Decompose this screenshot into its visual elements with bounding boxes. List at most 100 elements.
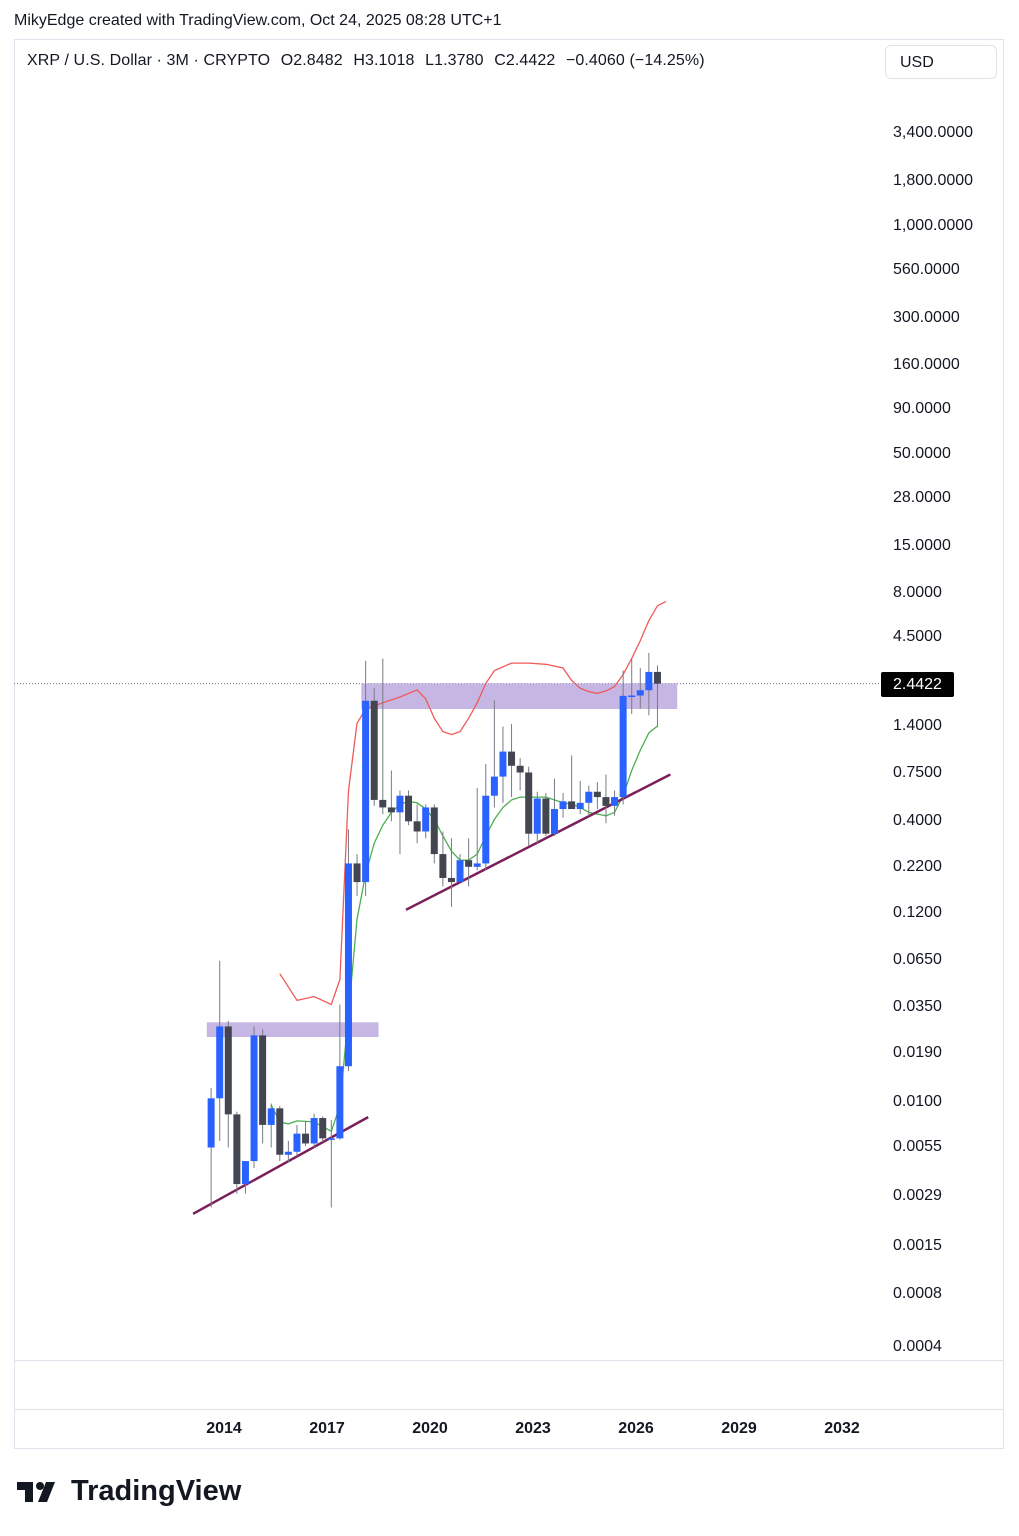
y-tick-label: 0.7500 <box>893 764 942 782</box>
y-tick-label: 8.0000 <box>893 584 942 602</box>
candle-body-52 <box>645 671 653 691</box>
candle-body-7 <box>259 1035 267 1125</box>
y-tick-label: 4.5000 <box>893 628 942 646</box>
candle-body-47 <box>602 797 610 806</box>
last-price-label: 2.4422 <box>881 672 954 697</box>
y-tick-label: 0.0055 <box>893 1138 942 1156</box>
candle-body-16 <box>336 1066 344 1139</box>
candle-body-28 <box>439 854 447 878</box>
candle-body-45 <box>585 791 593 803</box>
y-tick-label: 0.0004 <box>893 1337 942 1355</box>
y-tick-label: 560.0000 <box>893 261 960 279</box>
candle-body-6 <box>250 1035 258 1162</box>
currency-selector[interactable]: USD <box>885 45 997 79</box>
candle-body-38 <box>525 772 533 834</box>
support-trendline-2 <box>405 773 671 911</box>
candle-body-4 <box>233 1114 241 1185</box>
brand-name: TradingView <box>71 1475 242 1507</box>
y-tick-label: 3,400.0000 <box>893 123 974 141</box>
x-tick-label: 2026 <box>618 1420 654 1437</box>
y-tick-label: 0.0190 <box>893 1044 942 1062</box>
ohlc-open: O2.8482 <box>280 52 343 69</box>
candle-body-36 <box>508 751 516 766</box>
candle-body-1 <box>207 1098 215 1148</box>
candle-body-31 <box>465 860 473 867</box>
y-tick-label: 1,000.0000 <box>893 217 974 234</box>
y-tick-label: 160.0000 <box>893 356 960 374</box>
upper-band-line <box>279 600 667 1006</box>
x-tick-label: 2032 <box>824 1420 860 1437</box>
candle-body-3 <box>224 1026 232 1115</box>
candle-body-39 <box>533 798 541 834</box>
chart-frame <box>14 39 1004 1449</box>
candle-body-18 <box>353 863 361 883</box>
y-tick-label: 0.0650 <box>893 950 942 968</box>
x-tick-label: 2020 <box>412 1420 448 1437</box>
candle-body-21 <box>379 799 387 808</box>
x-tick-label: 2029 <box>721 1420 757 1437</box>
y-tick-label: 0.0100 <box>893 1093 942 1110</box>
candle-body-22 <box>387 807 395 813</box>
candle-body-29 <box>447 877 455 883</box>
candle-body-34 <box>490 776 498 796</box>
candle-body-46 <box>593 791 601 798</box>
symbol-legend: XRP / U.S. Dollar · 3M · CRYPTO O2.8482 … <box>27 52 711 70</box>
ohlc-change: −0.4060 (−14.25%) <box>565 52 705 69</box>
ohlc-close: C2.4422 <box>494 52 556 69</box>
y-tick-label: 90.0000 <box>893 400 951 418</box>
y-tick-label: 1.4000 <box>893 717 942 734</box>
y-tick-label: 0.1200 <box>893 903 942 921</box>
candle-body-32 <box>473 863 481 867</box>
candle-body-51 <box>636 690 644 696</box>
candle-body-8 <box>267 1108 275 1125</box>
candle-body-19 <box>362 700 370 883</box>
tradingview-brand[interactable]: TradingView <box>17 1475 241 1508</box>
candle-body-27 <box>430 807 438 855</box>
symbol-name[interactable]: XRP / U.S. Dollar · 3M · CRYPTO <box>27 52 271 69</box>
x-tick-label: 2023 <box>515 1420 551 1437</box>
candle-body-25 <box>413 821 421 832</box>
candle-body-43 <box>568 801 576 810</box>
candle-body-42 <box>559 801 567 810</box>
candle-body-17 <box>344 863 352 1067</box>
candle-body-9 <box>276 1108 284 1155</box>
candle-body-40 <box>542 798 550 834</box>
y-tick-label: 1,800.0000 <box>893 172 974 190</box>
ohlc-high: H3.1018 <box>353 52 415 69</box>
candle-body-49 <box>619 695 627 798</box>
x-tick-label: 2017 <box>309 1420 345 1437</box>
candle-body-48 <box>611 797 619 806</box>
candle-body-5 <box>241 1161 249 1185</box>
candle-body-41 <box>550 809 558 834</box>
candle-body-23 <box>396 795 404 813</box>
candle-body-2 <box>216 1026 224 1099</box>
candle-body-24 <box>405 795 413 822</box>
y-tick-label: 0.0015 <box>893 1237 942 1255</box>
y-tick-label: 0.2200 <box>893 857 942 875</box>
candle-body-12 <box>302 1133 310 1144</box>
lower-band-line <box>270 725 658 1133</box>
x-axis-divider <box>14 1360 1004 1361</box>
candle-body-53 <box>653 671 661 684</box>
candle-body-35 <box>499 751 507 777</box>
x-tick-label: 2014 <box>206 1420 242 1437</box>
resistance-zone-1 <box>206 1022 379 1037</box>
y-tick-label: 0.4000 <box>893 812 942 830</box>
candle-body-44 <box>576 802 584 810</box>
candle-body-30 <box>456 860 464 883</box>
candle-body-11 <box>293 1133 301 1152</box>
candle-body-26 <box>422 807 430 832</box>
ohlc-low: L1.3780 <box>425 52 484 69</box>
chart-credit: MikyEdge created with TradingView.com, O… <box>14 12 502 29</box>
tradingview-logo-icon <box>17 1481 55 1502</box>
candle-body-15 <box>327 1138 335 1140</box>
candle-body-13 <box>310 1118 318 1144</box>
x-axis-bottom-border <box>14 1409 1004 1410</box>
y-tick-label: 0.0008 <box>893 1285 942 1303</box>
candle-body-37 <box>516 765 524 773</box>
candle-body-33 <box>482 795 490 864</box>
candle-body-14 <box>319 1118 327 1139</box>
y-tick-label: 300.0000 <box>893 308 960 326</box>
candle-body-50 <box>628 695 636 698</box>
